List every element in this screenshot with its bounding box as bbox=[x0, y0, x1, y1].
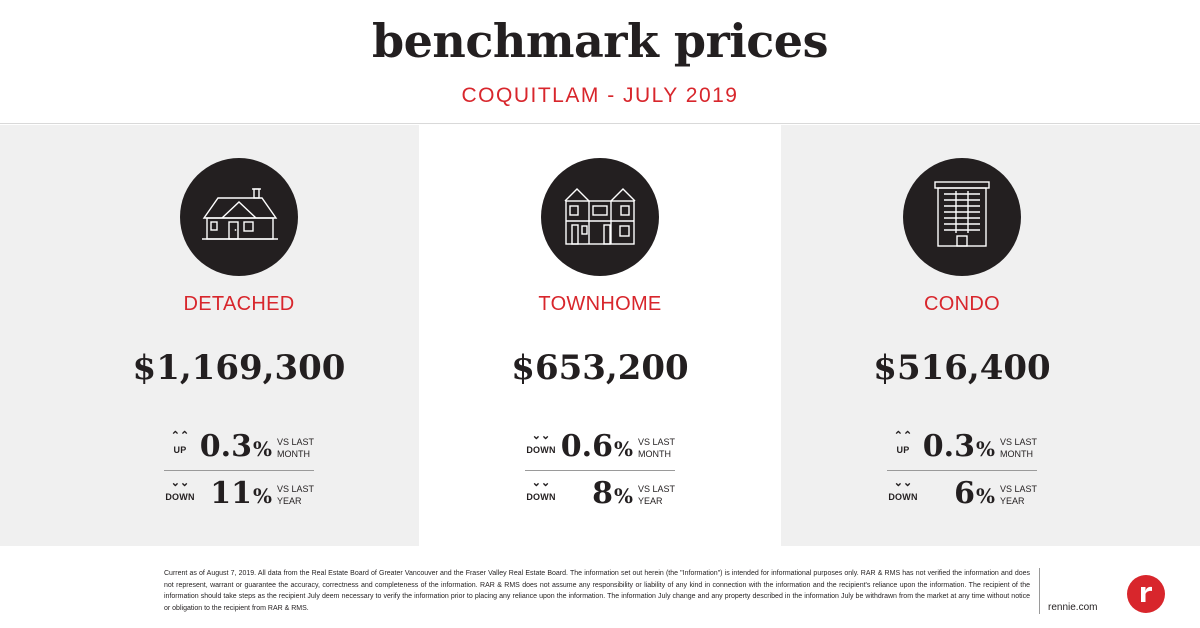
monthly-change-row: ⌃⌃ UP 0.3% VS LAST MONTH bbox=[887, 427, 1037, 471]
direction-indicator: ⌃⌃ UP bbox=[164, 430, 196, 456]
chevron-down-icon: ⌄⌄ bbox=[170, 477, 190, 489]
percent-change: 8% bbox=[592, 476, 633, 511]
benchmark-price: $516,400 bbox=[873, 348, 1051, 388]
benchmark-price: $1,169,300 bbox=[132, 348, 346, 388]
detached-house-icon bbox=[180, 158, 298, 276]
change-stats: ⌄⌄ DOWN 0.6% VS LAST MONTH ⌄⌄ DOWN 8% VS … bbox=[525, 427, 675, 522]
direction-indicator: ⌄⌄ DOWN bbox=[888, 477, 918, 503]
townhome-icon bbox=[541, 158, 659, 276]
chevron-up-icon: ⌃⌃ bbox=[170, 430, 190, 442]
chevron-down-icon: ⌄⌄ bbox=[531, 430, 551, 442]
comparison-label: VS LAST YEAR bbox=[638, 484, 676, 506]
comparison-label: VS LAST MONTH bbox=[1000, 437, 1038, 459]
direction-indicator: ⌄⌄ DOWN bbox=[165, 477, 195, 503]
comparison-label: VS LAST MONTH bbox=[277, 437, 315, 459]
panel-condo: CONDO $516,400 ⌃⌃ UP 0.3% VS LAST MONTH ⌄… bbox=[781, 125, 1200, 546]
change-stats: ⌃⌃ UP 0.3% VS LAST MONTH ⌄⌄ DOWN 11% VS L… bbox=[164, 427, 314, 522]
footer-divider bbox=[1039, 568, 1040, 614]
direction-indicator: ⌄⌄ DOWN bbox=[526, 430, 556, 456]
percent-change: 0.6% bbox=[560, 429, 633, 464]
website-link[interactable]: rennie.com bbox=[1048, 602, 1098, 613]
yearly-change-row: ⌄⌄ DOWN 11% VS LAST YEAR bbox=[164, 474, 314, 518]
percent-change: 0.3% bbox=[199, 429, 272, 464]
direction-indicator: ⌄⌄ DOWN bbox=[526, 477, 556, 503]
percent-change: 6% bbox=[954, 476, 995, 511]
disclaimer-text: Current as of August 7, 2019. All data f… bbox=[164, 570, 1030, 613]
benchmark-price: $653,200 bbox=[511, 348, 689, 388]
direction-indicator: ⌃⌃ UP bbox=[887, 430, 919, 456]
monthly-change-row: ⌄⌄ DOWN 0.6% VS LAST MONTH bbox=[525, 427, 675, 471]
page-subtitle: COQUITLAM - JULY 2019 bbox=[461, 84, 739, 107]
percent-change: 0.3% bbox=[922, 429, 995, 464]
comparison-label: VS LAST MONTH bbox=[638, 437, 676, 459]
condo-building-icon bbox=[903, 158, 1021, 276]
chevron-down-icon: ⌄⌄ bbox=[531, 477, 551, 489]
rennie-logo-icon[interactable] bbox=[1127, 575, 1165, 613]
page-title: benchmark prices bbox=[372, 14, 828, 68]
panel-townhome: TOWNHOME $653,200 ⌄⌄ DOWN 0.6% VS LAST MO… bbox=[419, 125, 781, 546]
yearly-change-row: ⌄⌄ DOWN 8% VS LAST YEAR bbox=[525, 474, 675, 518]
comparison-label: VS LAST YEAR bbox=[277, 484, 315, 506]
monthly-change-row: ⌃⌃ UP 0.3% VS LAST MONTH bbox=[164, 427, 314, 471]
property-type-label: TOWNHOME bbox=[538, 293, 662, 315]
footer: Current as of August 7, 2019. All data f… bbox=[0, 546, 1200, 628]
property-type-label: CONDO bbox=[924, 293, 1000, 315]
header: benchmark prices COQUITLAM - JULY 2019 bbox=[0, 0, 1200, 124]
percent-change: 11% bbox=[210, 476, 272, 511]
price-panels: DETACHED $1,169,300 ⌃⌃ UP 0.3% VS LAST MO… bbox=[0, 125, 1200, 546]
chevron-up-icon: ⌃⌃ bbox=[893, 430, 913, 442]
change-stats: ⌃⌃ UP 0.3% VS LAST MONTH ⌄⌄ DOWN 6% VS LA… bbox=[887, 427, 1037, 522]
panel-detached: DETACHED $1,169,300 ⌃⌃ UP 0.3% VS LAST MO… bbox=[0, 125, 419, 546]
chevron-down-icon: ⌄⌄ bbox=[893, 477, 913, 489]
property-type-label: DETACHED bbox=[183, 293, 295, 315]
comparison-label: VS LAST YEAR bbox=[1000, 484, 1038, 506]
yearly-change-row: ⌄⌄ DOWN 6% VS LAST YEAR bbox=[887, 474, 1037, 518]
